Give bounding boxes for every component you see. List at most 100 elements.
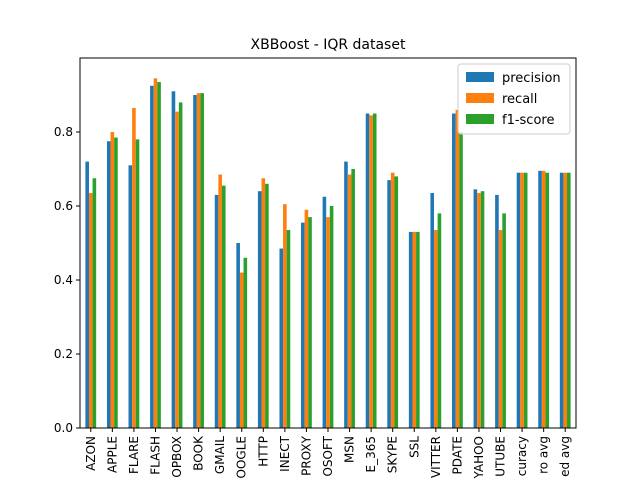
legend-swatch-recall — [466, 93, 494, 103]
y-tick-label: 0.0 — [54, 421, 73, 435]
bar-precision-21 — [538, 171, 542, 428]
x-tick-label: ro avg — [537, 436, 551, 474]
bar-precision-3 — [150, 86, 154, 428]
x-tick-label: SKYPE — [386, 436, 400, 473]
x-tick-label: SSL — [407, 436, 421, 458]
bar-f1-score-22 — [567, 173, 571, 428]
bar-precision-20 — [517, 173, 521, 428]
bar-f1-score-11 — [330, 206, 334, 428]
bar-f1-score-15 — [416, 232, 420, 428]
x-tick-label: ed avg — [558, 436, 572, 477]
bar-recall-16 — [434, 230, 438, 428]
x-tick-label: APPLE — [105, 436, 119, 473]
legend-swatch-precision — [466, 72, 494, 82]
bar-f1-score-13 — [373, 114, 377, 429]
bar-recall-18 — [477, 193, 481, 428]
bar-recall-20 — [520, 173, 524, 428]
bar-recall-14 — [391, 173, 395, 428]
legend-label-f1-score: f1-score — [502, 113, 554, 128]
x-tick-label: PROXY — [299, 435, 313, 475]
x-tick-label: E_365 — [364, 436, 378, 473]
x-tick-label: HTTP — [256, 436, 270, 467]
bar-f1-score-14 — [394, 176, 398, 428]
bar-f1-score-16 — [438, 213, 442, 428]
x-tick-label: INECT — [278, 435, 292, 471]
bar-recall-4 — [175, 112, 179, 428]
x-tick-label: OPBOX — [170, 436, 184, 478]
bar-f1-score-4 — [179, 102, 183, 428]
bar-precision-5 — [193, 95, 197, 428]
bar-recall-2 — [132, 108, 136, 428]
x-tick-label: MSN — [343, 436, 357, 463]
bar-f1-score-12 — [351, 169, 355, 428]
bar-precision-15 — [409, 232, 413, 428]
bar-f1-score-1 — [114, 138, 118, 428]
bar-precision-10 — [301, 223, 305, 428]
y-tick-label: 0.2 — [54, 347, 73, 361]
bar-f1-score-19 — [502, 213, 506, 428]
x-tick-label: FLASH — [148, 436, 162, 475]
bar-precision-0 — [85, 162, 89, 428]
legend-label-recall: recall — [502, 92, 537, 107]
bar-recall-12 — [348, 175, 352, 428]
bar-precision-2 — [129, 165, 133, 428]
bar-recall-21 — [542, 171, 546, 428]
bar-precision-13 — [366, 114, 370, 429]
bar-precision-6 — [215, 195, 219, 428]
x-tick-label: PDATE — [450, 436, 464, 474]
legend-swatch-f1-score — [466, 114, 494, 124]
x-tick-label: VITTER — [429, 436, 443, 478]
bar-f1-score-6 — [222, 186, 226, 428]
bar-precision-7 — [236, 243, 240, 428]
y-tick-label: 0.6 — [54, 199, 73, 213]
bar-f1-score-18 — [481, 191, 485, 428]
x-tick-label: UTUBE — [494, 436, 508, 477]
x-tick-label: BOOK — [192, 435, 206, 471]
bar-recall-10 — [305, 210, 309, 428]
bar-f1-score-2 — [136, 139, 140, 428]
chart-title: XBBoost - IQR dataset — [251, 37, 406, 53]
bar-recall-6 — [218, 175, 222, 428]
x-tick-label: curacy — [515, 436, 529, 476]
legend-label-precision: precision — [502, 71, 561, 86]
bar-precision-12 — [344, 162, 348, 428]
x-tick-label: OSOFT — [321, 435, 335, 476]
bar-recall-5 — [197, 93, 201, 428]
x-tick-label: FLARE — [127, 436, 141, 474]
bar-precision-1 — [107, 141, 111, 428]
y-tick-label: 0.4 — [54, 273, 73, 287]
y-tick-label: 0.8 — [54, 125, 73, 139]
bar-recall-19 — [499, 230, 503, 428]
bar-precision-11 — [323, 197, 327, 428]
bar-f1-score-9 — [287, 230, 291, 428]
bar-recall-9 — [283, 204, 287, 428]
bar-f1-score-10 — [308, 217, 312, 428]
bar-f1-score-3 — [157, 82, 161, 428]
bar-f1-score-17 — [459, 132, 463, 428]
bar-f1-score-0 — [93, 178, 97, 428]
bar-precision-18 — [474, 189, 478, 428]
x-tick-label: YAHOO — [472, 436, 486, 480]
bar-recall-13 — [369, 115, 373, 428]
bar-precision-17 — [452, 114, 456, 429]
bar-precision-14 — [387, 180, 391, 428]
bar-recall-3 — [154, 78, 158, 428]
bar-recall-22 — [563, 173, 567, 428]
bar-recall-1 — [111, 132, 115, 428]
bar-recall-11 — [326, 217, 330, 428]
bar-f1-score-8 — [265, 184, 269, 428]
bar-f1-score-5 — [200, 93, 204, 428]
legend: precision recall f1-score — [458, 64, 570, 134]
x-tick-label: GMAIL — [213, 436, 227, 474]
bar-f1-score-7 — [244, 258, 248, 428]
bar-recall-17 — [456, 110, 460, 428]
bar-recall-8 — [262, 178, 266, 428]
bar-f1-score-21 — [545, 173, 549, 428]
bar-precision-9 — [279, 249, 283, 428]
bar-precision-4 — [172, 91, 176, 428]
bar-precision-22 — [560, 173, 564, 428]
bar-precision-8 — [258, 191, 262, 428]
bar-recall-15 — [412, 232, 416, 428]
bar-precision-19 — [495, 195, 499, 428]
